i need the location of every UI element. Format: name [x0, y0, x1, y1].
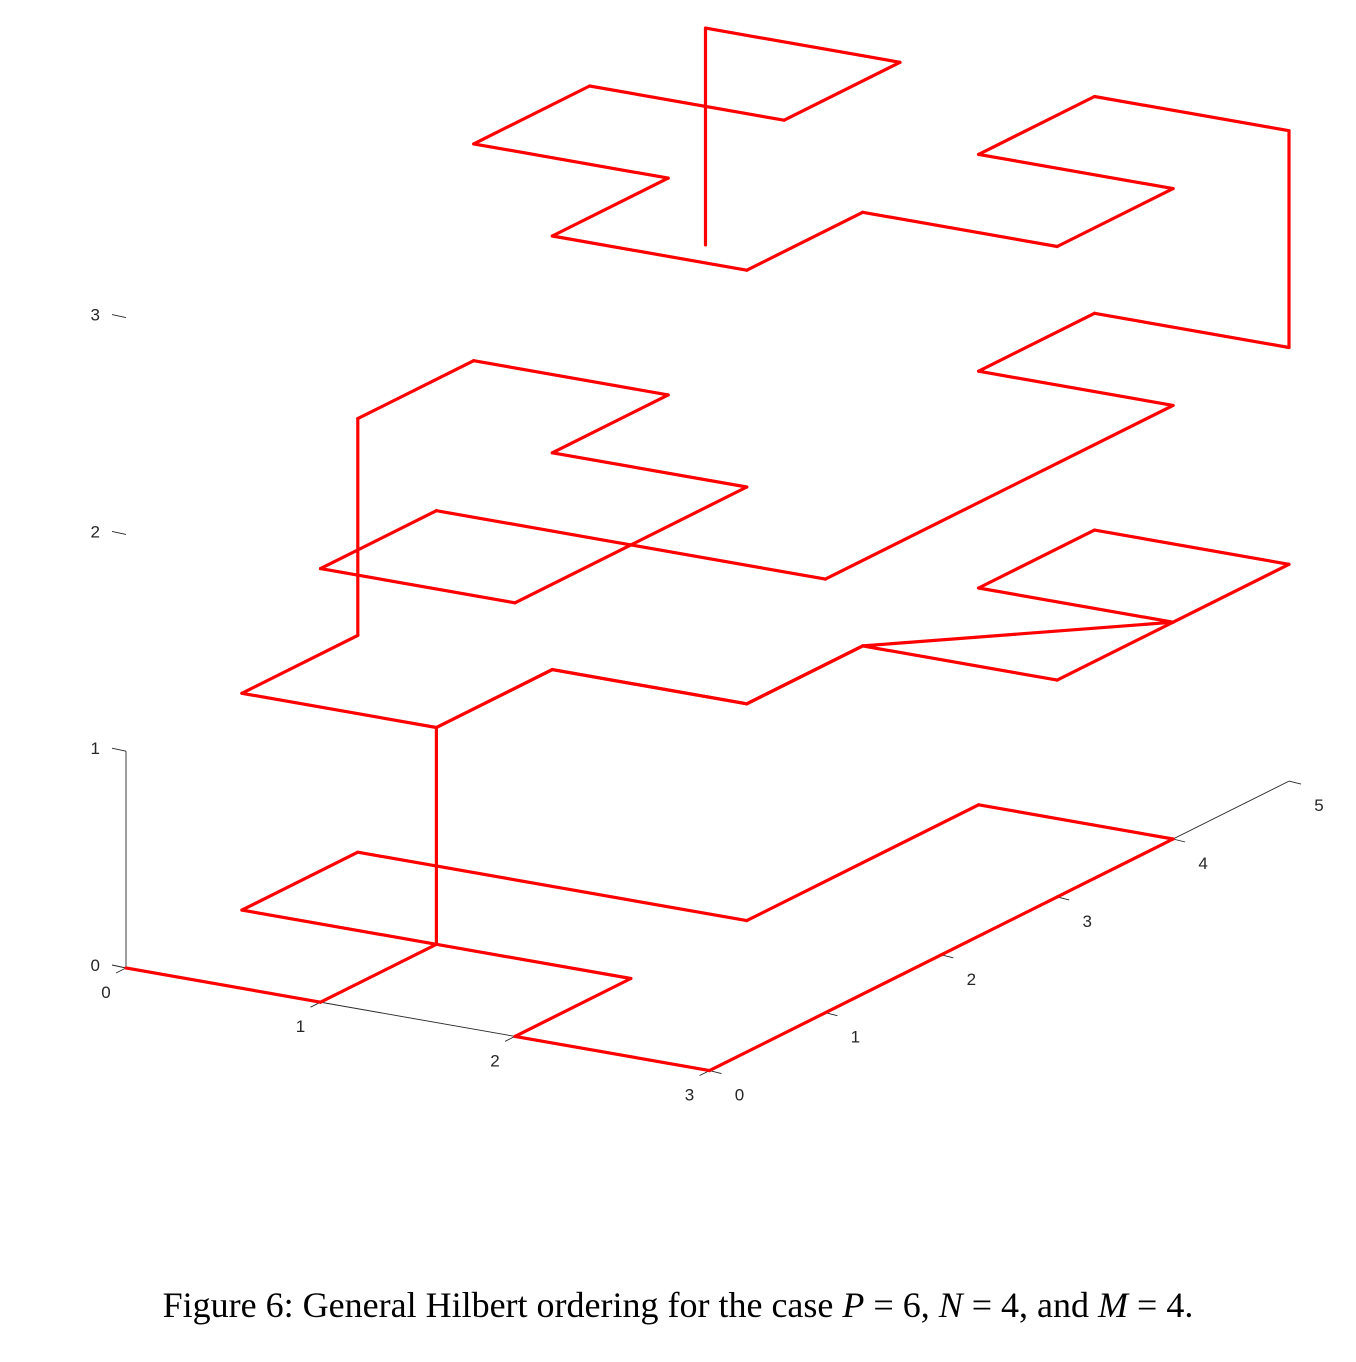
z-tick-mark	[111, 530, 127, 535]
curve-segment	[939, 461, 1059, 523]
curve-segment	[1092, 94, 1291, 133]
curve-segment	[472, 142, 670, 180]
curve-segment	[703, 26, 902, 64]
curve-segment	[318, 942, 438, 1004]
y-tick-label: 1	[851, 1028, 860, 1047]
curve-segment	[1092, 528, 1291, 566]
x-tick-label: 0	[101, 983, 110, 1002]
caption-eq-m: = 4.	[1128, 1285, 1194, 1325]
y-tick-label: 2	[967, 970, 976, 989]
z-tick-label: 2	[91, 522, 100, 541]
y-tick-mark	[1172, 838, 1186, 843]
curve-segment	[356, 359, 476, 421]
curve-segment	[240, 908, 438, 946]
caption-eq-p: = 6,	[864, 1285, 939, 1325]
caption-var-m: M	[1098, 1285, 1129, 1325]
caption-eq-n: = 4, and	[962, 1285, 1099, 1325]
curve-segment	[318, 509, 438, 571]
curve-segment	[434, 942, 633, 981]
curve-segment	[240, 691, 438, 730]
curve-segment	[861, 644, 1059, 682]
x-tick-mark	[115, 967, 127, 974]
curve-segment	[240, 633, 360, 695]
y-tick-label: 3	[1082, 912, 1091, 931]
curve-segment	[550, 234, 749, 272]
curve-segment	[823, 519, 943, 581]
curve-segment	[939, 895, 1059, 957]
caption-prefix: Figure 6: General Hilbert ordering for t…	[162, 1285, 843, 1325]
y-tick-label: 0	[735, 1086, 744, 1105]
curve-segment	[1055, 403, 1175, 465]
x-tick-mark	[504, 1035, 516, 1042]
z-tick-label: 0	[91, 956, 100, 975]
curve-segment	[745, 210, 865, 272]
curve-segment	[823, 953, 943, 1015]
curve-segment	[745, 644, 865, 706]
caption-var-n: N	[938, 1285, 963, 1325]
z-tick-mark	[111, 747, 127, 752]
curve-segment	[550, 667, 749, 706]
curve-segment	[976, 369, 1175, 407]
y-tick-label: 4	[1198, 854, 1207, 873]
curve-segment	[1055, 620, 1175, 682]
x-tick-label: 1	[296, 1017, 305, 1036]
hilbert-curve-3d-plot: 0 1 2 3 0 1 2 3 4 5 0 1 2 3	[91, 26, 1324, 1105]
curve-segment	[356, 850, 749, 923]
curve-segment	[1171, 562, 1291, 624]
curve-segment	[124, 966, 323, 1004]
curve-segment	[513, 976, 633, 1039]
curve-segment	[472, 84, 592, 146]
curve-segment	[629, 543, 828, 581]
x-tick-label: 2	[490, 1051, 499, 1070]
y-tick-label: 5	[1314, 796, 1323, 815]
curve-segment	[782, 60, 902, 122]
curve-segment	[472, 359, 670, 397]
curve-segment	[745, 861, 865, 923]
z-tick-label: 3	[91, 306, 100, 325]
z-tick-mark	[111, 314, 127, 319]
curve-segment	[434, 667, 554, 730]
curve-segment	[976, 311, 1097, 373]
curve-segment	[513, 543, 633, 605]
curve-segment	[629, 485, 749, 547]
curve-segment	[976, 94, 1097, 156]
z-tick-mark	[111, 964, 127, 969]
curve-segment	[976, 152, 1175, 191]
curve-segment	[550, 393, 670, 455]
curve-segment	[550, 176, 670, 238]
curve-segment	[587, 84, 786, 122]
hilbert-curve	[124, 26, 1291, 1073]
y-tick-mark	[1288, 780, 1302, 785]
curve-segment	[861, 620, 1175, 648]
curve-segment	[1092, 311, 1291, 350]
curve-segment	[861, 210, 1059, 249]
curve-segment	[861, 803, 981, 865]
curve-segment	[976, 803, 1175, 841]
curve-segment	[434, 509, 633, 547]
curve-segment	[1055, 837, 1175, 899]
curve-segment	[1055, 187, 1175, 249]
figure-caption: Figure 6: General Hilbert ordering for t…	[0, 1284, 1356, 1326]
curve-segment	[976, 586, 1175, 624]
curve-segment	[976, 528, 1097, 590]
curve-segment	[318, 566, 517, 605]
curve-segment	[513, 1034, 712, 1073]
z-tick-label: 1	[91, 739, 100, 758]
tick-labels: 0 1 2 3 0 1 2 3 4 5 0 1 2 3	[91, 306, 1324, 1105]
curve-segment	[240, 850, 360, 912]
curve-segment	[707, 1011, 828, 1073]
x-tick-label: 3	[685, 1086, 694, 1105]
caption-var-p: P	[842, 1285, 865, 1325]
curve-segment	[550, 451, 749, 489]
